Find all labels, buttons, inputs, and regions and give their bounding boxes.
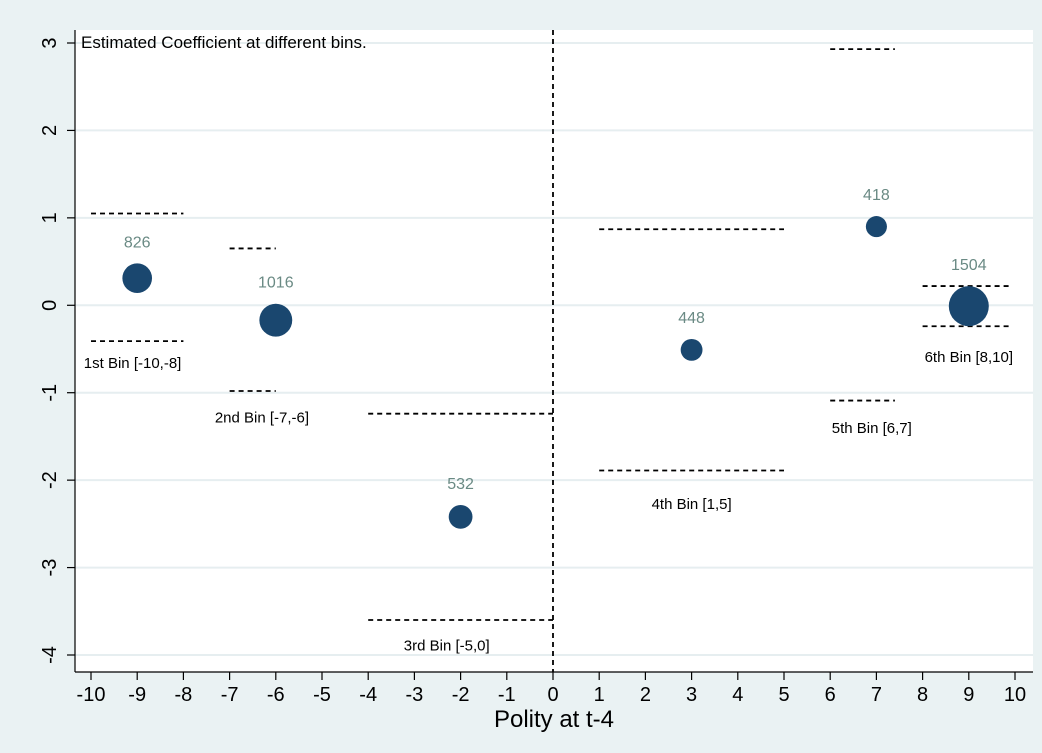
x-tick-label: -1 [498,684,516,706]
bin-group: 4th Bin [1,5] [599,228,784,513]
y-tick-label: 0 [39,300,61,311]
point-group: 532 [447,476,474,529]
x-tick-label: -8 [175,684,193,706]
bin-label: 6th Bin [8,10] [925,349,1013,366]
x-tick-label: 10 [1004,684,1026,706]
x-tick-label: -5 [313,684,331,706]
bin-label: 1st Bin [-10,-8] [84,355,182,372]
x-tick-label: 1 [594,684,605,706]
bin-label: 2nd Bin [-7,-6] [215,409,309,426]
x-tick-label: 9 [963,684,974,706]
x-tick-label: -9 [128,684,146,706]
bin-group: 5th Bin [6,7] [830,48,912,437]
count-label: 418 [863,187,890,204]
y-tick-label: 3 [39,37,61,48]
bin-group: 3rd Bin [-5,0] [368,412,553,655]
data-point [259,303,293,337]
point-group: 448 [678,310,705,361]
data-point [122,263,153,294]
x-tick-label: 6 [825,684,836,706]
count-label: 448 [678,310,705,327]
x-tick-label: -6 [267,684,285,706]
y-tick-label: -1 [39,384,61,402]
y-tick-label: -4 [39,646,61,664]
bin-label: 3rd Bin [-5,0] [404,638,490,655]
x-tick-label: -2 [452,684,470,706]
count-label: 532 [447,476,474,493]
x-tick-label: -4 [359,684,377,706]
y-tick-label: -2 [39,471,61,489]
point-group: 418 [863,187,890,238]
count-label: 1504 [951,257,987,274]
x-tick-label: 0 [547,684,558,706]
data-point [680,338,703,361]
y-tick-label: -3 [39,559,61,577]
x-tick-label: 2 [640,684,651,706]
data-point [448,504,473,529]
x-axis-title: Polity at t-4 [494,706,614,733]
axes: -10 -9 -8 -7 -6 -5 -4 -3 -2 -1 0 1 2 3 4 5 6 7 8 9 10-4-3-2-… [39,30,1033,706]
x-tick-label: -10 [77,684,106,706]
point-group: 826 [122,234,153,294]
x-tick-label: 4 [732,684,743,706]
data-points: 826 1016 532 448 418 1504 [122,187,989,529]
x-tick-label: -7 [221,684,239,706]
y-tick-label: 1 [39,212,61,223]
grid-lines [75,42,1033,656]
bin-group: 1st Bin [-10,-8] [84,212,184,372]
chart-title: Estimated Coefficient at different bins. [81,33,367,52]
x-tick-label: 3 [686,684,697,706]
count-label: 1016 [258,275,294,292]
x-tick-label: 7 [871,684,882,706]
bin-intervals: 1st Bin [-10,-8] 2nd Bin [-7,-6] 3rd Bin [… [84,48,1013,655]
bin-label: 5th Bin [6,7] [832,420,912,437]
bin-group: 2nd Bin [-7,-6] [215,247,309,426]
plot-area [75,30,1033,672]
x-tick-label: -3 [406,684,424,706]
y-tick-label: 2 [39,125,61,136]
bin-group: 6th Bin [8,10] [922,285,1013,366]
point-group: 1016 [258,275,294,337]
data-point [865,216,887,238]
x-tick-label: 5 [778,684,789,706]
count-label: 826 [124,234,151,251]
x-tick-label: 8 [917,684,928,706]
point-group: 1504 [948,257,989,327]
bin-label: 4th Bin [1,5] [652,496,732,513]
data-point [948,286,989,327]
